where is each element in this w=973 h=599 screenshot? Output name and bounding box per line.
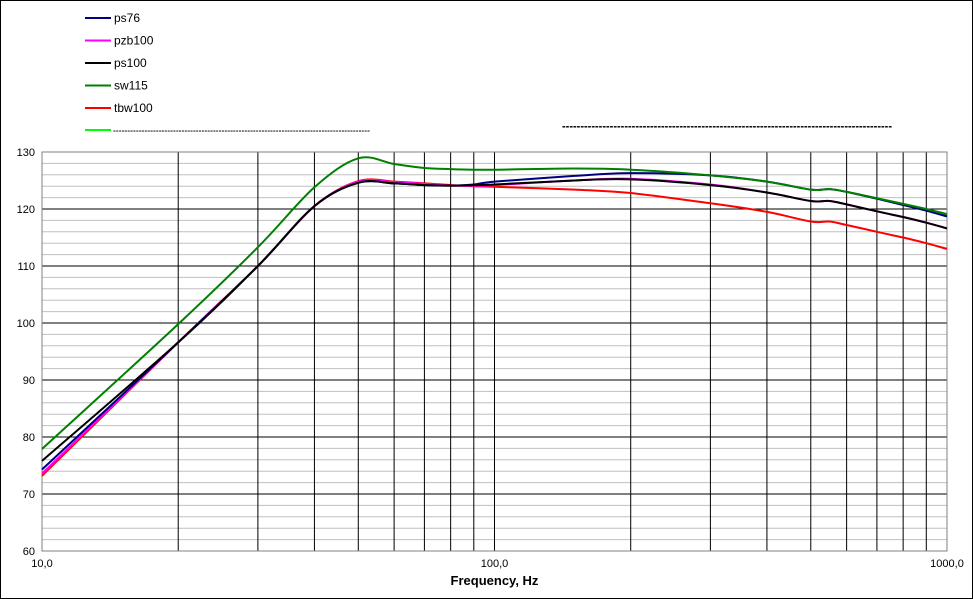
legend: ps76 pzb100 ps100 sw115 tbw100: [85, 11, 154, 115]
y-tick-label: 130: [17, 147, 35, 159]
y-tick-label: 60: [23, 546, 35, 558]
y-tick-label: 90: [23, 375, 35, 387]
legend-extra-dashes-right: ----------------------------------------…: [562, 119, 892, 133]
y-tick-label: 80: [23, 432, 35, 444]
series-lines: [41, 156, 948, 477]
legend-label-ps76: ps76: [114, 11, 140, 25]
x-axis-label: Frequency, Hz: [451, 573, 539, 588]
legend-label-tbw100: tbw100: [114, 101, 153, 115]
y-axis-ticks: 60 70 80 90 100 110 120 130: [17, 147, 35, 558]
major-gridlines: [41, 151, 948, 552]
legend-label-pzb100: pzb100: [114, 34, 154, 48]
series-line-sw115: [41, 156, 948, 450]
x-axis-ticks: 10,0 100,0 1000,0: [31, 558, 964, 570]
x-tick-label: 1000,0: [930, 558, 964, 570]
plot-area-border: [41, 151, 948, 552]
legend-label-sw115: sw115: [114, 79, 148, 93]
y-tick-label: 110: [17, 261, 35, 273]
y-tick-label: 100: [17, 318, 35, 330]
x-tick-label: 100,0: [481, 558, 509, 570]
series-line-ps100: [41, 178, 948, 462]
legend-extra-dashes-left: ----------------------------------------…: [113, 123, 370, 137]
x-tick-label: 10,0: [31, 558, 52, 570]
legend-label-ps100: ps100: [114, 56, 147, 70]
y-tick-label: 120: [17, 204, 35, 216]
y-tick-label: 70: [23, 489, 35, 501]
